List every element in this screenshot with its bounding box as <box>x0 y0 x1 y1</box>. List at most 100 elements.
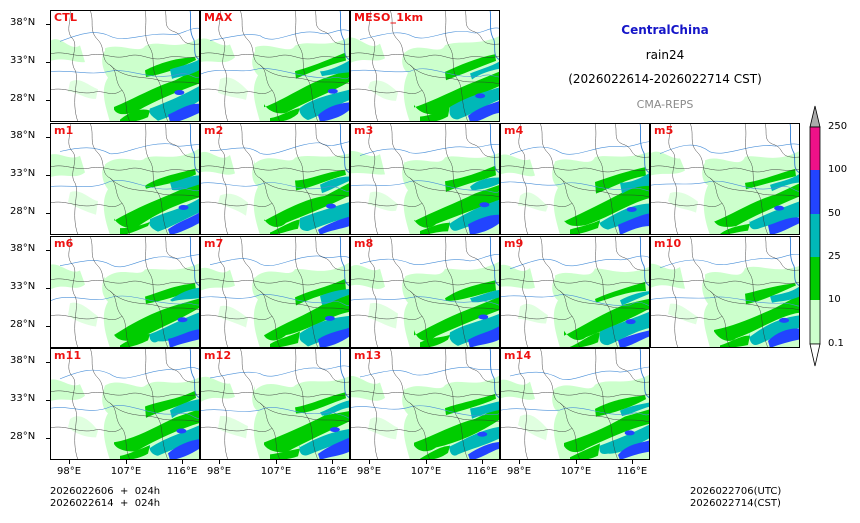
longitude-tick-mark <box>426 460 427 464</box>
variable-title: rain24 <box>645 48 685 62</box>
map-panel-m7: m7 <box>200 236 350 348</box>
latitude-tick-label: 33°N <box>10 168 36 179</box>
valid-time-cst: 2026022714(CST) <box>690 498 781 509</box>
colorbar-upper-extend <box>809 105 821 128</box>
longitude-tick-label: 98°E <box>206 466 232 477</box>
latitude-tick-mark <box>46 362 50 363</box>
panel-label: m14 <box>504 349 532 362</box>
panel-label: m7 <box>204 237 224 250</box>
latitude-tick-label: 38°N <box>10 243 36 254</box>
longitude-tick-label: 107°E <box>560 466 592 477</box>
map-panel-meso-1km: MESO_1km <box>350 10 500 122</box>
init-time-cst: 2026022614 + 024h <box>50 498 161 509</box>
map-panel-m8: m8 <box>350 236 500 348</box>
longitude-tick-label: 116°E <box>616 466 648 477</box>
colorbar-bin-50-100 <box>810 170 820 214</box>
valid-time-utc: 2026022706(UTC) <box>690 486 782 497</box>
longitude-tick-label: 98°E <box>356 466 382 477</box>
colorbar-label: 0.1 <box>828 338 844 349</box>
colorbar-bin-100-250 <box>810 127 820 170</box>
map-panel-m1: m1 <box>50 123 200 235</box>
latitude-tick-mark <box>46 213 50 214</box>
longitude-tick-label: 107°E <box>110 466 142 477</box>
latitude-tick-mark <box>46 24 50 25</box>
colorbar <box>809 105 821 367</box>
map-panel-m10: m10 <box>650 236 800 348</box>
colorbar-label: 250 <box>828 121 848 132</box>
map-panel-m3: m3 <box>350 123 500 235</box>
panel-label: MESO_1km <box>354 11 424 24</box>
map-panel-max: MAX <box>200 10 350 122</box>
map-panel-m2: m2 <box>200 123 350 235</box>
longitude-tick-mark <box>519 460 520 464</box>
longitude-tick-mark <box>182 460 183 464</box>
latitude-tick-mark <box>46 250 50 251</box>
longitude-tick-mark <box>482 460 483 464</box>
panel-label: MAX <box>204 11 233 24</box>
map-panel-m5: m5 <box>650 123 800 235</box>
longitude-tick-mark <box>69 460 70 464</box>
colorbar-label: 10 <box>828 294 841 305</box>
longitude-tick-mark <box>369 460 370 464</box>
longitude-tick-label: 116°E <box>316 466 348 477</box>
map-panel-ctl: CTL <box>50 10 200 122</box>
longitude-tick-mark <box>276 460 277 464</box>
latitude-tick-label: 28°N <box>10 431 36 442</box>
period-title: (2026022614-2026022714 CST) <box>568 72 762 86</box>
latitude-tick-mark <box>46 137 50 138</box>
longitude-tick-label: 98°E <box>56 466 82 477</box>
latitude-tick-label: 33°N <box>10 55 36 66</box>
panel-label: CTL <box>54 11 78 24</box>
latitude-tick-mark <box>46 100 50 101</box>
longitude-tick-mark <box>332 460 333 464</box>
map-panel-m14: m14 <box>500 348 650 460</box>
latitude-tick-label: 33°N <box>10 393 36 404</box>
latitude-tick-mark <box>46 175 50 176</box>
latitude-tick-mark <box>46 400 50 401</box>
latitude-tick-label: 28°N <box>10 93 36 104</box>
panel-label: m9 <box>504 237 524 250</box>
panel-label: m1 <box>54 124 74 137</box>
longitude-tick-label: 116°E <box>166 466 198 477</box>
longitude-tick-label: 98°E <box>506 466 532 477</box>
longitude-tick-label: 107°E <box>260 466 292 477</box>
map-panel-m4: m4 <box>500 123 650 235</box>
colorbar-label: 25 <box>828 251 841 262</box>
panel-label: m13 <box>354 349 382 362</box>
panel-label: m8 <box>354 237 374 250</box>
model-title: CMA-REPS <box>636 98 694 111</box>
panel-label: m4 <box>504 124 524 137</box>
init-time-utc: 2026022606 + 024h <box>50 486 161 497</box>
map-panel-m6: m6 <box>50 236 200 348</box>
latitude-tick-label: 38°N <box>10 355 36 366</box>
latitude-tick-mark <box>46 62 50 63</box>
panel-label: m11 <box>54 349 82 362</box>
colorbar-bin-25-50 <box>810 214 820 257</box>
panel-label: m5 <box>654 124 674 137</box>
longitude-tick-label: 116°E <box>466 466 498 477</box>
colorbar-bin-10-25 <box>810 257 820 300</box>
colorbar-bin-0.1-10 <box>810 300 820 344</box>
map-panel-m9: m9 <box>500 236 650 348</box>
panel-label: m2 <box>204 124 224 137</box>
panel-label: m3 <box>354 124 374 137</box>
colorbar-lower-extend <box>809 343 821 367</box>
latitude-tick-label: 38°N <box>10 130 36 141</box>
region-title: CentralChina <box>621 23 709 37</box>
panel-label: m12 <box>204 349 232 362</box>
map-panel-m11: m11 <box>50 348 200 460</box>
longitude-tick-mark <box>219 460 220 464</box>
latitude-tick-label: 33°N <box>10 281 36 292</box>
map-panel-m13: m13 <box>350 348 500 460</box>
longitude-tick-label: 107°E <box>410 466 442 477</box>
colorbar-label: 100 <box>828 164 848 175</box>
longitude-tick-mark <box>632 460 633 464</box>
panel-label: m6 <box>54 237 74 250</box>
latitude-tick-label: 28°N <box>10 206 36 217</box>
colorbar-label: 50 <box>828 208 841 219</box>
panel-label: m10 <box>654 237 682 250</box>
latitude-tick-label: 28°N <box>10 319 36 330</box>
map-panel-m12: m12 <box>200 348 350 460</box>
latitude-tick-mark <box>46 326 50 327</box>
longitude-tick-mark <box>126 460 127 464</box>
